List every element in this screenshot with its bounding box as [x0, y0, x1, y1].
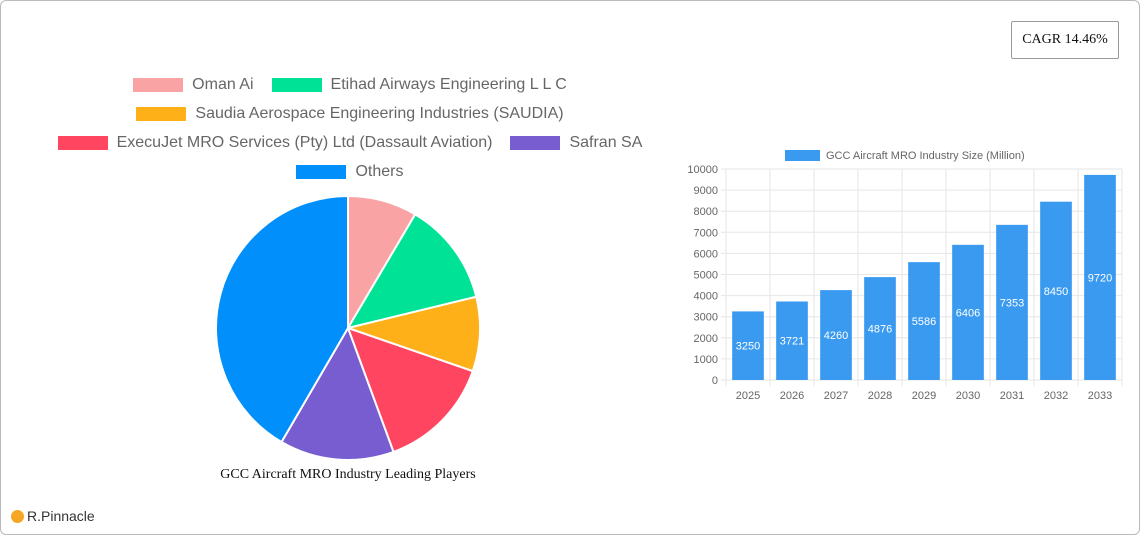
legend-item-saudia[interactable]: Saudia Aerospace Engineering Industries … [136, 105, 564, 123]
bar[interactable] [776, 301, 808, 380]
y-tick-label: 5000 [694, 270, 718, 282]
bar[interactable] [1040, 201, 1072, 380]
cagr-badge: CAGR 14.46% [1011, 21, 1119, 59]
x-tick-label: 2029 [912, 390, 936, 402]
bar-data-label: 6406 [956, 307, 980, 319]
y-tick-label: 6000 [694, 248, 718, 260]
y-tick-label: 8000 [694, 206, 718, 218]
pie-slice[interactable] [345, 213, 478, 330]
legend-label: Etihad Airways Engineering L L C [330, 76, 567, 93]
legend-swatch [133, 78, 184, 92]
legend-swatch [510, 136, 561, 150]
legend-swatch [136, 107, 187, 121]
bar[interactable] [908, 262, 940, 380]
legend-label: Safran SA [569, 134, 643, 151]
bar-data-label: 3721 [780, 336, 804, 348]
bar-data-label: 9720 [1088, 272, 1112, 284]
bar-data-label: 7353 [1000, 297, 1024, 309]
pie-slice[interactable] [280, 325, 395, 461]
y-tick-label: 4000 [694, 291, 718, 303]
logo-text: R.Pinnacle [27, 508, 95, 524]
pie-chart [215, 194, 481, 461]
legend-item-others[interactable]: Others [296, 163, 404, 181]
legend-swatch [296, 165, 347, 179]
legend-item-safran[interactable]: Safran SA [510, 134, 642, 152]
legend-label: ExecuJet MRO Services (Pty) Ltd (Dassaul… [116, 134, 493, 151]
y-tick-label: 2000 [694, 333, 718, 345]
logo-icon [11, 509, 24, 523]
x-tick-label: 2031 [1000, 390, 1024, 402]
x-tick-label: 2025 [736, 390, 760, 402]
bar-data-label: 4260 [824, 330, 848, 342]
legend-item-oman[interactable]: Oman Ai [133, 76, 254, 94]
legend-item-execujet[interactable]: ExecuJet MRO Services (Pty) Ltd (Dassaul… [57, 134, 493, 152]
pie-legend-row-4: Others [0, 163, 700, 181]
x-tick-label: 2030 [956, 390, 980, 402]
bar[interactable] [820, 290, 852, 380]
y-tick-label: 9000 [694, 185, 718, 197]
pie-legend-row-1: Oman Ai Etihad Airways Engineering L L C [0, 76, 700, 94]
legend-swatch [57, 136, 108, 150]
bar[interactable] [996, 224, 1028, 380]
y-tick-label: 3000 [694, 312, 718, 324]
bar[interactable] [952, 244, 984, 380]
legend-label: Oman Ai [192, 76, 254, 93]
pie-slice[interactable] [215, 194, 349, 444]
bar-data-label: 3250 [736, 341, 760, 353]
pie-title: GCC Aircraft MRO Industry Leading Player… [220, 467, 476, 482]
legend-label: Saudia Aerospace Engineering Industries … [195, 105, 564, 122]
y-tick-label: 0 [712, 375, 718, 387]
legend-label: Others [355, 163, 404, 180]
bar-data-label: 5586 [912, 316, 936, 328]
bar-data-label: 8450 [1044, 286, 1068, 298]
pie-slice[interactable] [346, 326, 475, 454]
pie-legend-row-2: Saudia Aerospace Engineering Industries … [0, 105, 700, 123]
bar-data-label: 4876 [868, 324, 892, 336]
legend-item-etihad[interactable]: Etihad Airways Engineering L L C [271, 76, 567, 94]
bar[interactable] [1084, 174, 1116, 380]
y-tick-label: 7000 [694, 227, 718, 239]
x-tick-label: 2026 [780, 390, 804, 402]
x-tick-label: 2033 [1088, 390, 1112, 402]
y-tick-label: 1000 [694, 354, 718, 366]
y-tick-label: 10000 [687, 164, 718, 176]
x-tick-label: 2028 [868, 390, 892, 402]
legend-swatch [271, 78, 322, 92]
bar-legend-swatch [785, 150, 820, 161]
x-tick-label: 2027 [824, 390, 848, 402]
x-tick-label: 2032 [1044, 390, 1068, 402]
bar[interactable] [864, 277, 896, 380]
bar-legend-label: GCC Aircraft MRO Industry Size (Million) [826, 150, 1025, 162]
pie-legend-row-3: ExecuJet MRO Services (Pty) Ltd (Dassaul… [0, 134, 700, 152]
bar[interactable] [732, 311, 764, 380]
logo: R.Pinnacle [11, 508, 95, 524]
